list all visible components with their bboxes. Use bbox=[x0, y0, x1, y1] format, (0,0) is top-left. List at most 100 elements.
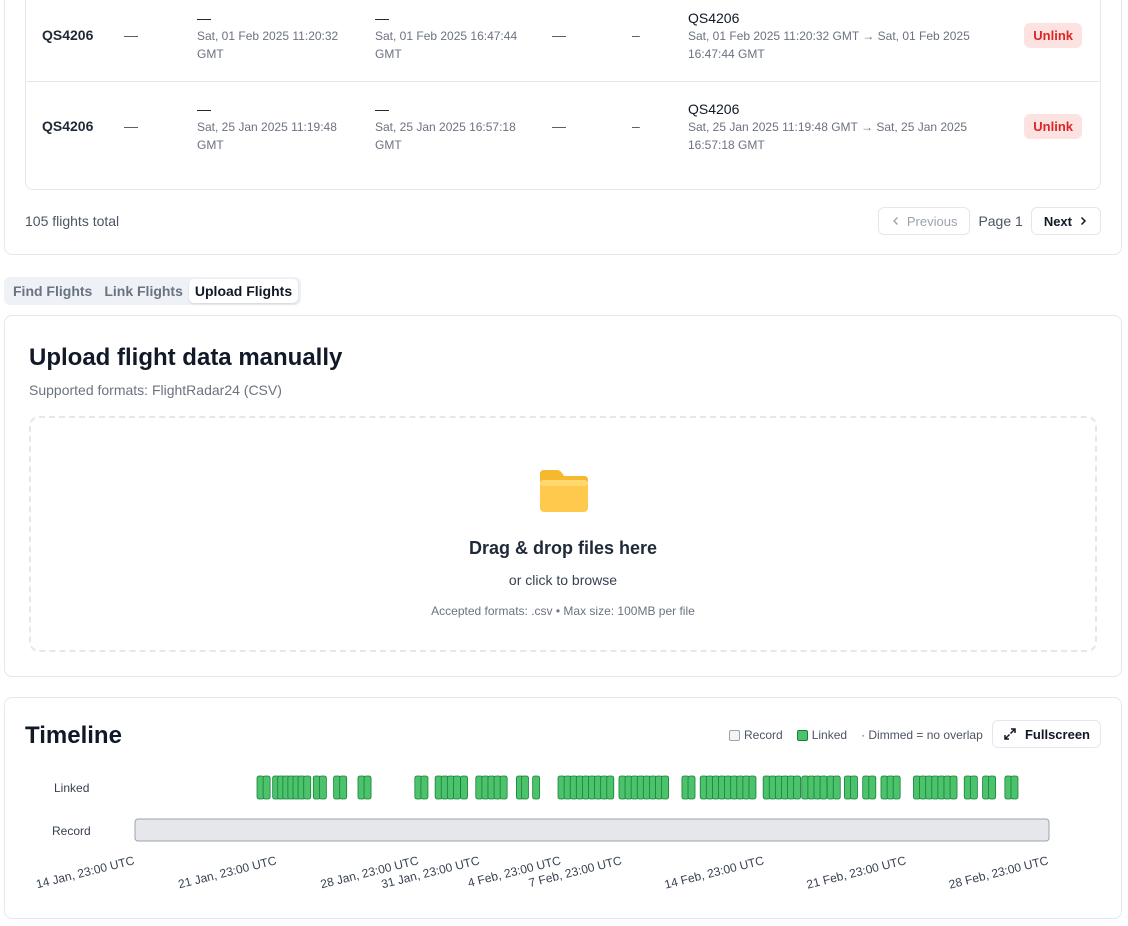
linked-flight-bar[interactable] bbox=[453, 775, 461, 800]
legend-linked-label: Linked bbox=[811, 728, 848, 742]
linked-flight-bar[interactable] bbox=[303, 775, 312, 800]
departure-time: Sat, 01 Feb 2025 11:20:32 GMT bbox=[197, 29, 339, 61]
page-indicator: Page 1 bbox=[978, 213, 1023, 229]
dropzone-formats-note: Accepted formats: .csv • Max size: 100MB… bbox=[431, 604, 695, 618]
lane-label-record: Record bbox=[52, 824, 91, 838]
legend-record: Record bbox=[729, 728, 783, 742]
fullscreen-button[interactable]: Fullscreen bbox=[991, 720, 1101, 748]
timeline-chart: Linked Record 14 Jan, 23:00 UTC 21 Jan, 23:… bbox=[35, 775, 1050, 892]
upload-subtitle: Supported formats: FlightRadar24 (CSV) bbox=[29, 382, 282, 398]
linked-record-flight: QS4206 bbox=[688, 10, 740, 26]
linked-flight-bar[interactable] bbox=[868, 775, 877, 800]
timeline-tick-label: 21 Feb, 23:00 UTC bbox=[805, 853, 908, 891]
linked-flight-bar[interactable] bbox=[318, 775, 327, 800]
departure-value: — bbox=[197, 10, 211, 26]
unlink-button[interactable]: Unlink bbox=[1024, 114, 1082, 139]
next-page-button[interactable]: Next bbox=[1030, 207, 1101, 235]
previous-page-button[interactable]: Previous bbox=[877, 207, 971, 235]
airline-cell: — bbox=[124, 27, 138, 43]
linked-flight-bar[interactable] bbox=[850, 775, 858, 800]
duration-cell: – bbox=[632, 27, 640, 43]
tab-link-flights[interactable]: Link Flights bbox=[104, 283, 183, 299]
timeline-title: Timeline bbox=[25, 722, 122, 749]
timeline-legend: Record Linked · Dimmed = no overlap bbox=[729, 728, 983, 742]
flight-tabs: Find Flights Link Flights Upload Flights bbox=[4, 277, 302, 305]
legend-record-label: Record bbox=[744, 728, 783, 742]
arrival-value: — bbox=[375, 101, 389, 117]
linked-flight-bar[interactable] bbox=[949, 775, 958, 800]
linked-flight-bar[interactable] bbox=[819, 775, 828, 800]
flight-number: QS4206 bbox=[42, 27, 94, 43]
linked-record-cell: QS4206 Sat, 01 Feb 2025 11:20:32 GMT → S… bbox=[688, 9, 978, 63]
next-page-label: Next bbox=[1043, 213, 1072, 229]
departure-cell: — Sat, 01 Feb 2025 11:20:32 GMT bbox=[197, 9, 347, 63]
chevron-right-icon bbox=[1080, 216, 1087, 226]
linked-flight-bar[interactable] bbox=[892, 775, 901, 800]
flight-number: QS4206 bbox=[42, 118, 94, 134]
upload-title: Upload flight data manually bbox=[29, 344, 343, 371]
folder-icon bbox=[540, 470, 588, 512]
linked-flight-bar[interactable] bbox=[262, 775, 271, 800]
linked-flight-bar[interactable] bbox=[1010, 775, 1019, 800]
linked-flight-bar[interactable] bbox=[687, 775, 696, 800]
tab-upload-flights[interactable]: Upload Flights bbox=[188, 279, 299, 303]
linked-flight-bar[interactable] bbox=[420, 775, 429, 800]
timeline-tick-label: 14 Feb, 23:00 UTC bbox=[663, 853, 766, 891]
linked-flight-bar[interactable] bbox=[460, 775, 468, 800]
table-row: QS4206 — — Sat, 01 Feb 2025 11:20:32 GMT… bbox=[26, 0, 1100, 81]
file-dropzone[interactable]: Drag & drop files here or click to brows… bbox=[29, 416, 1097, 652]
linked-record-range: Sat, 01 Feb 2025 11:20:32 GMT → Sat, 01 … bbox=[688, 29, 970, 61]
departure-cell: — Sat, 25 Jan 2025 11:19:48 GMT bbox=[197, 100, 347, 154]
unlink-button[interactable]: Unlink bbox=[1024, 23, 1082, 48]
fullscreen-label: Fullscreen bbox=[1024, 726, 1090, 742]
route-cell: — bbox=[552, 27, 566, 43]
linked-flight-bar[interactable] bbox=[532, 775, 541, 800]
arrival-cell: — Sat, 01 Feb 2025 16:47:44 GMT bbox=[375, 9, 525, 63]
legend-linked: Linked bbox=[796, 728, 848, 742]
lane-label-linked: Linked bbox=[54, 781, 89, 795]
linked-flight-bar[interactable] bbox=[363, 775, 372, 800]
linked-flight-bar[interactable] bbox=[521, 775, 529, 800]
linked-swatch bbox=[796, 729, 808, 741]
arrival-value: — bbox=[375, 10, 389, 26]
linked-flight-bar[interactable] bbox=[988, 775, 997, 800]
linked-record-flight: QS4206 bbox=[688, 101, 740, 117]
arrival-time: Sat, 25 Jan 2025 16:57:18 GMT bbox=[375, 120, 516, 152]
flights-table: QS4206 — — Sat, 01 Feb 2025 11:20:32 GMT… bbox=[25, 0, 1101, 190]
linked-flight-bar[interactable] bbox=[339, 775, 348, 800]
dropzone-title: Drag & drop files here bbox=[468, 538, 658, 558]
departure-time: Sat, 25 Jan 2025 11:19:48 GMT bbox=[197, 120, 337, 152]
linked-flight-bar[interactable] bbox=[606, 775, 615, 800]
linked-flight-bar[interactable] bbox=[969, 775, 978, 800]
previous-page-label: Previous bbox=[906, 213, 958, 229]
timeline-tick-label: 28 Feb, 23:00 UTC bbox=[947, 853, 1050, 891]
airline-cell: — bbox=[124, 118, 138, 134]
upload-card: Upload flight data manually Supported fo… bbox=[4, 315, 1122, 677]
legend-dimmed-note: · Dimmed = no overlap bbox=[861, 728, 983, 742]
linked-flight-bar[interactable] bbox=[748, 775, 757, 800]
linked-record-range: Sat, 25 Jan 2025 11:19:48 GMT → Sat, 25 … bbox=[688, 120, 968, 152]
timeline-tick-label: 21 Jan, 23:00 UTC bbox=[177, 853, 278, 891]
chevron-left-icon bbox=[892, 217, 898, 225]
flights-total: 105 flights total bbox=[25, 213, 120, 229]
dropzone-browse-hint: or click to browse bbox=[508, 572, 618, 588]
route-cell: — bbox=[552, 118, 566, 134]
departure-value: — bbox=[197, 101, 211, 117]
expand-icon bbox=[1004, 728, 1016, 740]
linked-flight-bar[interactable] bbox=[499, 775, 508, 800]
flights-card: QS4206 — — Sat, 01 Feb 2025 11:20:32 GMT… bbox=[4, 0, 1122, 255]
table-row: QS4206 — — Sat, 25 Jan 2025 11:19:48 GMT… bbox=[26, 81, 1100, 171]
duration-cell: – bbox=[632, 118, 640, 134]
arrival-time: Sat, 01 Feb 2025 16:47:44 GMT bbox=[375, 29, 518, 61]
pagination: Previous Page 1 Next bbox=[877, 207, 1101, 235]
timeline-card: Timeline Record Linked · Dimmed = no ove… bbox=[4, 697, 1122, 919]
timeline-tick-label: 14 Jan, 23:00 UTC bbox=[35, 853, 136, 891]
linked-flight-bar[interactable] bbox=[793, 775, 802, 800]
linked-record-cell: QS4206 Sat, 25 Jan 2025 11:19:48 GMT → S… bbox=[688, 100, 978, 154]
linked-flight-bar[interactable] bbox=[661, 775, 670, 800]
tab-find-flights[interactable]: Find Flights bbox=[13, 283, 93, 299]
arrival-cell: — Sat, 25 Jan 2025 16:57:18 GMT bbox=[375, 100, 525, 154]
record-bar[interactable] bbox=[134, 818, 1050, 842]
record-swatch bbox=[729, 729, 740, 741]
linked-flight-bar[interactable] bbox=[832, 775, 841, 800]
